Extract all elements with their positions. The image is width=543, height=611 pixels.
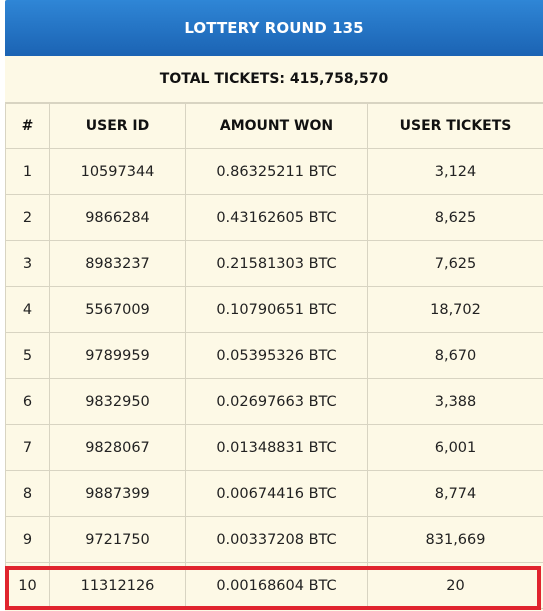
user-tickets-cell: 3,388 [367, 378, 543, 425]
user-tickets-cell: 7,625 [367, 240, 543, 287]
rank-cell: 7 [5, 424, 50, 471]
user-id-cell: 9789959 [49, 332, 186, 379]
user-id-cell: 9832950 [49, 378, 186, 425]
rank-cell: 1 [5, 148, 50, 195]
user-tickets-cell: 6,001 [367, 424, 543, 471]
table-row: 8 9887399 0.00674416 BTC 8,774 [5, 470, 543, 517]
total-tickets: TOTAL TICKETS: 415,758,570 [5, 56, 543, 103]
user-tickets-cell: 20 [367, 562, 543, 609]
amount-won-cell: 0.00168604 BTC [185, 562, 368, 609]
rank-cell: 10 [5, 562, 50, 609]
amount-won-cell: 0.01348831 BTC [185, 424, 368, 471]
column-header-user-tickets: USER TICKETS [367, 103, 543, 149]
table-row: 5 9789959 0.05395326 BTC 8,670 [5, 332, 543, 379]
user-id-cell: 9721750 [49, 516, 186, 563]
user-id-cell: 9887399 [49, 470, 186, 517]
column-header-user-id: USER ID [49, 103, 186, 149]
column-header-rank: # [5, 103, 50, 149]
table-row: 7 9828067 0.01348831 BTC 6,001 [5, 424, 543, 471]
rank-cell: 8 [5, 470, 50, 517]
amount-won-cell: 0.21581303 BTC [185, 240, 368, 287]
rank-cell: 5 [5, 332, 50, 379]
user-id-cell: 10597344 [49, 148, 186, 195]
user-tickets-cell: 8,670 [367, 332, 543, 379]
user-id-cell: 11312126 [49, 562, 186, 609]
user-id-cell: 9828067 [49, 424, 186, 471]
table-row: 2 9866284 0.43162605 BTC 8,625 [5, 194, 543, 241]
user-id-cell: 5567009 [49, 286, 186, 333]
amount-won-cell: 0.00337208 BTC [185, 516, 368, 563]
lottery-results-panel: LOTTERY ROUND 135 TOTAL TICKETS: 415,758… [5, 0, 543, 611]
user-id-cell: 9866284 [49, 194, 186, 241]
amount-won-cell: 0.00674416 BTC [185, 470, 368, 517]
table-row: 6 9832950 0.02697663 BTC 3,388 [5, 378, 543, 425]
user-tickets-cell: 8,774 [367, 470, 543, 517]
amount-won-cell: 0.05395326 BTC [185, 332, 368, 379]
table-row: 1 10597344 0.86325211 BTC 3,124 [5, 148, 543, 195]
amount-won-cell: 0.86325211 BTC [185, 148, 368, 195]
rank-cell: 9 [5, 516, 50, 563]
lottery-round-title: LOTTERY ROUND 135 [5, 0, 543, 56]
table-row: 9 9721750 0.00337208 BTC 831,669 [5, 516, 543, 563]
table-row-highlighted: 10 11312126 0.00168604 BTC 20 [5, 562, 543, 609]
user-tickets-cell: 3,124 [367, 148, 543, 195]
rank-cell: 6 [5, 378, 50, 425]
amount-won-cell: 0.10790651 BTC [185, 286, 368, 333]
user-tickets-cell: 18,702 [367, 286, 543, 333]
column-header-amount-won: AMOUNT WON [185, 103, 368, 149]
table-row: 3 8983237 0.21581303 BTC 7,625 [5, 240, 543, 287]
amount-won-cell: 0.02697663 BTC [185, 378, 368, 425]
rank-cell: 2 [5, 194, 50, 241]
rank-cell: 4 [5, 286, 50, 333]
user-id-cell: 8983237 [49, 240, 186, 287]
table-header-row: # USER ID AMOUNT WON USER TICKETS [5, 103, 543, 149]
user-tickets-cell: 8,625 [367, 194, 543, 241]
amount-won-cell: 0.43162605 BTC [185, 194, 368, 241]
rank-cell: 3 [5, 240, 50, 287]
table-row: 4 5567009 0.10790651 BTC 18,702 [5, 286, 543, 333]
user-tickets-cell: 831,669 [367, 516, 543, 563]
winners-table: # USER ID AMOUNT WON USER TICKETS 1 1059… [5, 103, 543, 609]
